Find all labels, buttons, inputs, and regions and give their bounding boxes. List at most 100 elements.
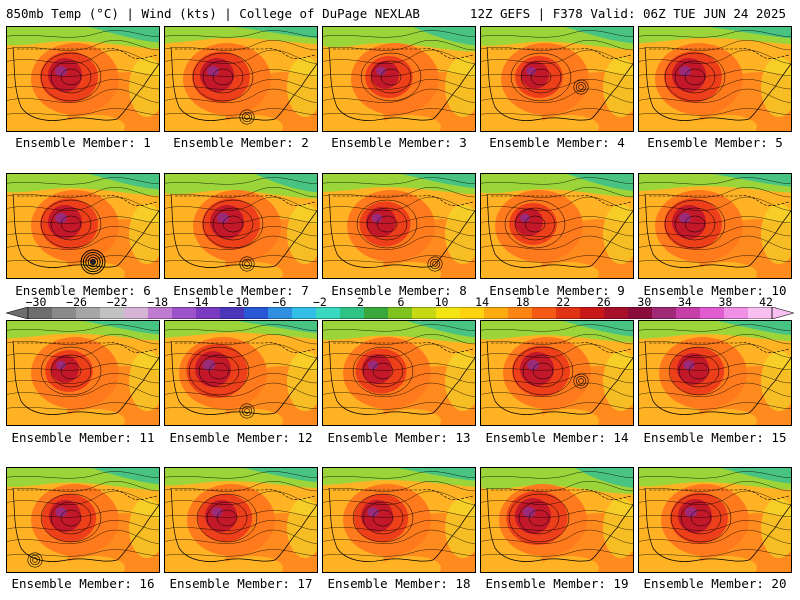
ensemble-member-map bbox=[638, 467, 792, 573]
colorbar-swatch bbox=[172, 307, 197, 319]
temperature-field bbox=[323, 321, 475, 425]
colorbar-tick-label: 34 bbox=[677, 295, 692, 309]
colorbar-tick-label: 26 bbox=[596, 295, 611, 309]
ensemble-member-label: Ensemble Member: 6 bbox=[15, 283, 151, 298]
colorbar-swatch bbox=[748, 307, 773, 319]
colorbar-swatch bbox=[532, 307, 557, 319]
colorbar-swatch bbox=[100, 307, 125, 319]
ensemble-member-map bbox=[6, 467, 160, 573]
ensemble-member-map bbox=[322, 26, 476, 132]
temperature-field bbox=[323, 174, 475, 278]
colorbar-tick-label: −10 bbox=[228, 295, 250, 309]
temperature-field bbox=[481, 321, 633, 425]
colorbar-swatch bbox=[268, 307, 293, 319]
colorbar-tick-label: −2 bbox=[312, 295, 327, 309]
colorbar-swatch bbox=[484, 307, 509, 319]
temperature-field bbox=[481, 27, 633, 131]
temperature-field bbox=[323, 468, 475, 572]
temperature-field bbox=[165, 321, 317, 425]
ensemble-member-map bbox=[322, 320, 476, 426]
colorbar-swatch bbox=[508, 307, 533, 319]
colorbar-swatch bbox=[196, 307, 221, 319]
ensemble-member-map bbox=[638, 320, 792, 426]
ensemble-member-map bbox=[322, 467, 476, 573]
colorbar-swatch bbox=[724, 307, 749, 319]
colorbar-swatch bbox=[292, 307, 317, 319]
ensemble-member-label: Ensemble Member: 7 bbox=[173, 283, 309, 298]
colorbar-swatch bbox=[652, 307, 677, 319]
colorbar-max-arrow bbox=[771, 307, 794, 319]
colorbar-tick-label: 18 bbox=[515, 295, 530, 309]
ensemble-member-label: Ensemble Member: 5 bbox=[647, 135, 783, 150]
colorbar-swatch bbox=[148, 307, 173, 319]
temperature-field bbox=[7, 321, 159, 425]
ensemble-member-map bbox=[480, 467, 634, 573]
colorbar-swatch bbox=[460, 307, 485, 319]
temperature-colorbar bbox=[6, 307, 794, 319]
ensemble-member-map bbox=[6, 26, 160, 132]
colorbar-tick-label: 6 bbox=[397, 295, 405, 309]
map-title: 850mb Temp (°C) | Wind (kts) | College o… bbox=[6, 6, 420, 21]
temperature-field bbox=[7, 27, 159, 131]
ensemble-member-label: Ensemble Member: 1 bbox=[15, 135, 151, 150]
colorbar-tick-label: 22 bbox=[556, 295, 571, 309]
temperature-field bbox=[639, 468, 791, 572]
ensemble-member-map bbox=[6, 173, 160, 279]
temperature-field bbox=[165, 27, 317, 131]
colorbar-swatch bbox=[604, 307, 629, 319]
temperature-field bbox=[7, 174, 159, 278]
ensemble-member-map bbox=[480, 26, 634, 132]
ensemble-member-label: Ensemble Member: 17 bbox=[169, 576, 313, 591]
ensemble-member-label: Ensemble Member: 14 bbox=[485, 430, 629, 445]
ensemble-member-label: Ensemble Member: 12 bbox=[169, 430, 313, 445]
colorbar-swatch bbox=[580, 307, 605, 319]
ensemble-member-label: Ensemble Member: 11 bbox=[11, 430, 155, 445]
colorbar-tick-label: −6 bbox=[272, 295, 287, 309]
ensemble-member-label: Ensemble Member: 19 bbox=[485, 576, 629, 591]
ensemble-member-label: Ensemble Member: 20 bbox=[643, 576, 787, 591]
temperature-field bbox=[639, 321, 791, 425]
temperature-field bbox=[481, 174, 633, 278]
model-run-valid-time: 12Z GEFS | F378 Valid: 06Z TUE JUN 24 20… bbox=[469, 6, 786, 21]
ensemble-member-map bbox=[164, 320, 318, 426]
colorbar-tick-label: −22 bbox=[106, 295, 128, 309]
colorbar-tick-label: −18 bbox=[147, 295, 169, 309]
colorbar-tick-label: 38 bbox=[718, 295, 733, 309]
ensemble-member-label: Ensemble Member: 18 bbox=[327, 576, 471, 591]
ensemble-member-map bbox=[322, 173, 476, 279]
colorbar-tick-label: −14 bbox=[187, 295, 209, 309]
ensemble-member-map bbox=[6, 320, 160, 426]
temperature-field bbox=[639, 27, 791, 131]
ensemble-member-label: Ensemble Member: 10 bbox=[643, 283, 787, 298]
ensemble-member-label: Ensemble Member: 16 bbox=[11, 576, 155, 591]
ensemble-member-label: Ensemble Member: 3 bbox=[331, 135, 467, 150]
temperature-field bbox=[165, 174, 317, 278]
colorbar-swatch bbox=[244, 307, 269, 319]
colorbar-swatch bbox=[316, 307, 341, 319]
ensemble-member-label: Ensemble Member: 13 bbox=[327, 430, 471, 445]
ensemble-member-label: Ensemble Member: 2 bbox=[173, 135, 309, 150]
temperature-field bbox=[7, 468, 159, 572]
colorbar-tick-label: −30 bbox=[25, 295, 47, 309]
temperature-field bbox=[323, 27, 475, 131]
colorbar-tick-label: 14 bbox=[475, 295, 490, 309]
ensemble-member-map bbox=[480, 320, 634, 426]
colorbar-swatch bbox=[124, 307, 149, 319]
colorbar-swatch bbox=[364, 307, 389, 319]
colorbar-swatch bbox=[556, 307, 581, 319]
colorbar-swatch bbox=[220, 307, 245, 319]
ensemble-member-map bbox=[480, 173, 634, 279]
ensemble-member-label: Ensemble Member: 4 bbox=[489, 135, 625, 150]
ensemble-member-map bbox=[638, 173, 792, 279]
colorbar-swatch bbox=[628, 307, 653, 319]
colorbar-tick-label: 42 bbox=[759, 295, 773, 309]
ensemble-member-label: Ensemble Member: 9 bbox=[489, 283, 625, 298]
colorbar-swatch bbox=[700, 307, 725, 319]
colorbar-swatch bbox=[388, 307, 413, 319]
ensemble-member-map bbox=[638, 26, 792, 132]
colorbar-swatch bbox=[412, 307, 437, 319]
colorbar-swatch bbox=[340, 307, 365, 319]
temperature-field bbox=[481, 468, 633, 572]
temperature-field bbox=[639, 174, 791, 278]
temperature-field bbox=[165, 468, 317, 572]
